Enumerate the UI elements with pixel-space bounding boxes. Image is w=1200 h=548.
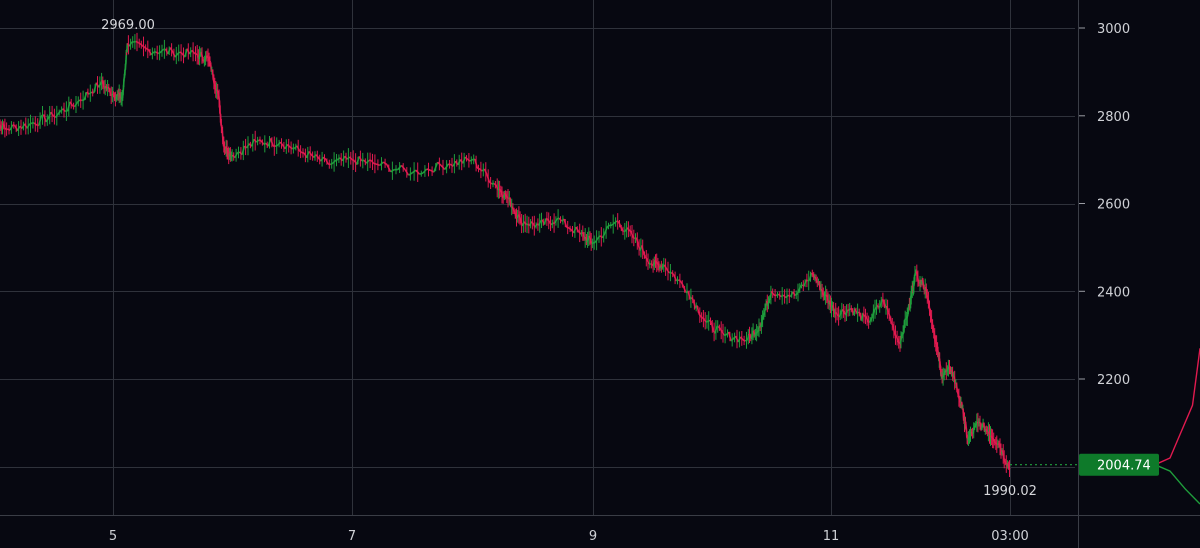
x-tick-label: 5 [109, 529, 117, 544]
y-axis[interactable]: 3000 2800 2600 2400 2200 [1079, 22, 1130, 388]
last-price-label: 2004.74 [1097, 459, 1151, 474]
upper-band [1154, 348, 1200, 466]
x-tick-label: 9 [589, 529, 597, 544]
high-label: 2969.00 [101, 18, 155, 33]
x-axis: 5 7 9 11 03:00 [109, 529, 1029, 544]
last-price-tag [1079, 453, 1159, 476]
lower-band [1154, 464, 1200, 505]
annotations: 2969.00 1990.02 2004.74 [101, 18, 1159, 499]
low-label: 1990.02 [983, 484, 1037, 499]
y-tick-label: 2800 [1097, 110, 1130, 125]
side-bands [1154, 348, 1200, 505]
x-tick-label: 7 [348, 529, 356, 544]
y-tick-label: 2200 [1097, 373, 1130, 388]
y-tick-label: 2400 [1097, 285, 1130, 300]
x-tick-label: 11 [823, 529, 840, 544]
price-series [0, 32, 1078, 477]
x-tick-label: 03:00 [991, 529, 1028, 544]
y-tick-label: 2600 [1097, 198, 1130, 213]
y-tick-label: 3000 [1097, 22, 1130, 37]
